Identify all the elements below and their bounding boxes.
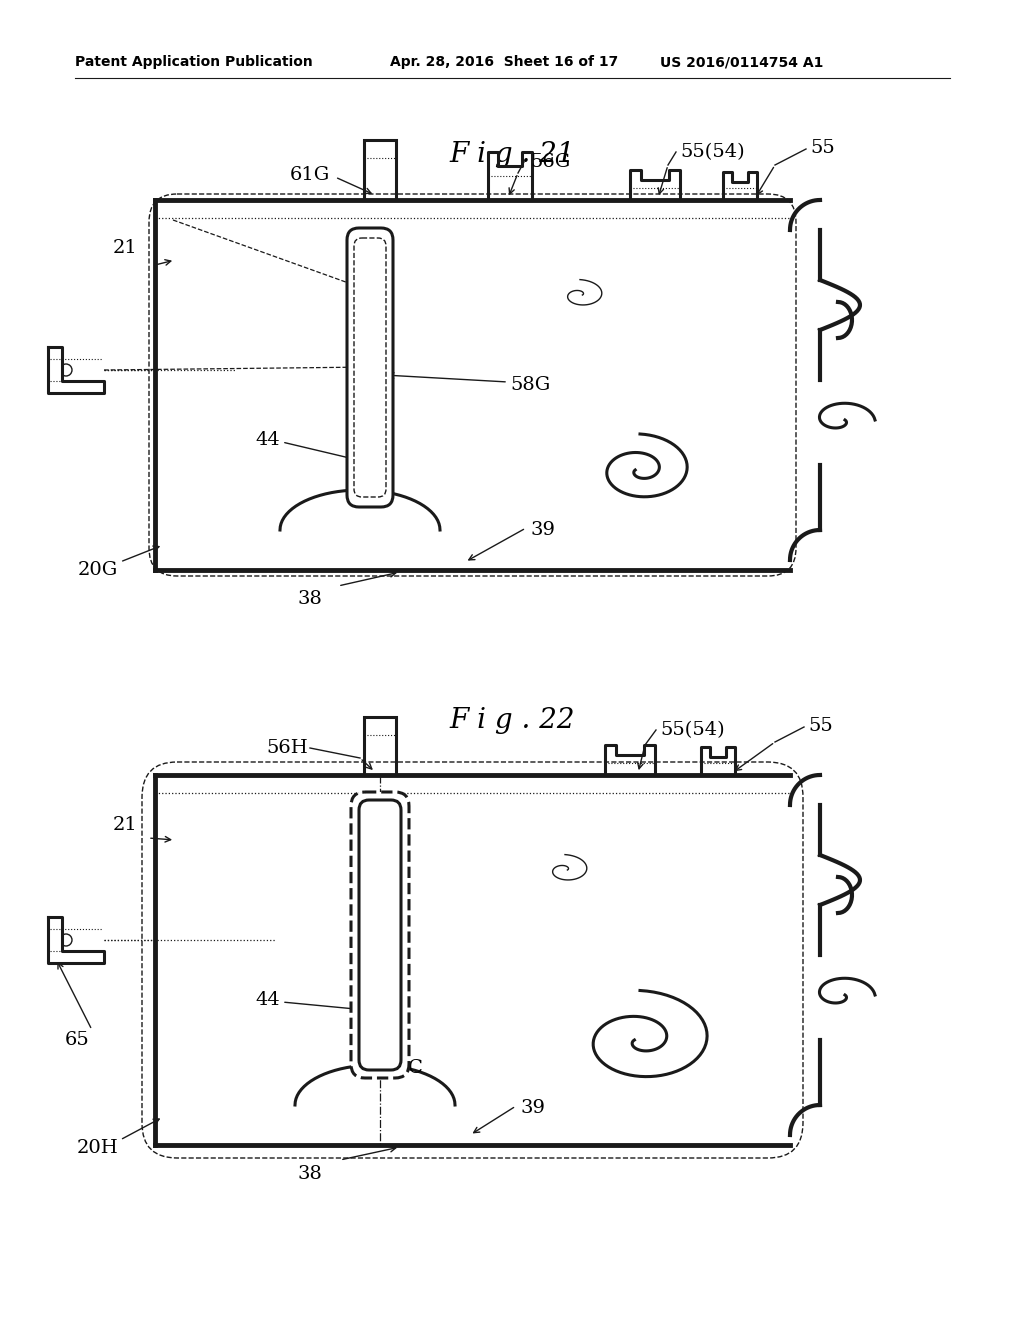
Text: 44: 44	[255, 432, 280, 449]
Text: 55: 55	[808, 717, 833, 735]
FancyBboxPatch shape	[359, 800, 401, 1071]
Bar	[364, 140, 396, 201]
Polygon shape	[488, 152, 532, 201]
FancyBboxPatch shape	[347, 228, 393, 507]
Text: C: C	[408, 1059, 423, 1077]
Polygon shape	[605, 744, 655, 775]
Polygon shape	[701, 747, 735, 775]
Text: 38: 38	[298, 1166, 323, 1183]
Text: 39: 39	[520, 1100, 545, 1117]
Text: 21: 21	[113, 816, 137, 834]
Text: 38: 38	[298, 590, 323, 609]
Text: Patent Application Publication: Patent Application Publication	[75, 55, 312, 69]
Polygon shape	[723, 172, 757, 201]
Text: 20H: 20H	[76, 1139, 118, 1158]
Text: Apr. 28, 2016  Sheet 16 of 17: Apr. 28, 2016 Sheet 16 of 17	[390, 55, 618, 69]
Text: 55(54): 55(54)	[660, 721, 725, 739]
Text: 56H: 56H	[266, 739, 308, 756]
Text: 39: 39	[530, 521, 555, 539]
Text: US 2016/0114754 A1: US 2016/0114754 A1	[660, 55, 823, 69]
Text: 20G: 20G	[78, 561, 118, 579]
Text: 65: 65	[66, 1031, 90, 1049]
Text: F i g . 21: F i g . 21	[450, 141, 574, 169]
FancyBboxPatch shape	[351, 792, 409, 1078]
Text: 21: 21	[113, 239, 137, 257]
Text: 55(54): 55(54)	[680, 143, 744, 161]
Text: 58G: 58G	[510, 376, 550, 393]
Bar	[364, 717, 396, 775]
Text: 55: 55	[810, 139, 835, 157]
Text: F i g . 22: F i g . 22	[450, 706, 574, 734]
Polygon shape	[48, 347, 104, 393]
Polygon shape	[48, 917, 104, 964]
Polygon shape	[630, 170, 680, 201]
Text: 44: 44	[255, 991, 280, 1008]
Text: 56G: 56G	[530, 153, 570, 172]
Text: 61G: 61G	[290, 166, 330, 183]
